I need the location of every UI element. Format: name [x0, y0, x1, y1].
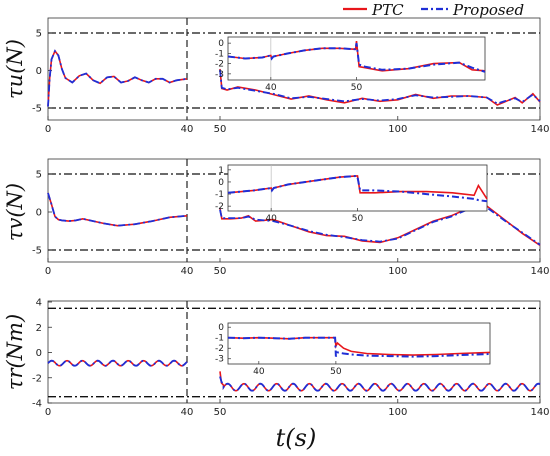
x-tick-label: 100: [388, 266, 407, 277]
inset-y-tick-label: -1: [215, 49, 224, 59]
inset-series-line-proposed: [227, 174, 488, 203]
inset-tau_v: 40 50 1 0 -1 -2: [215, 164, 488, 224]
plot-frame: [47, 17, 541, 121]
inset-x-tick-label: 40: [253, 367, 265, 377]
inset-x-tick-label: 40: [265, 83, 277, 93]
inset-series-line-proposed: [227, 336, 491, 358]
x-tick-label: 50: [214, 407, 227, 418]
x-axis-label: t(s): [276, 424, 317, 452]
y-tick-label: 0: [36, 66, 42, 77]
inset-y-tick-label: 0: [218, 323, 224, 333]
inset-x-tick-label: 50: [330, 367, 342, 377]
y-tick-label: -4: [32, 399, 42, 410]
x-tick-label: 0: [45, 407, 51, 418]
x-tick-label: 0: [45, 266, 51, 277]
inset-x-tick-label: 50: [351, 83, 363, 93]
series-line-proposed-seg0: [47, 192, 188, 227]
inset-tau_u: 40 50 0-1-2-3: [215, 36, 486, 93]
legend-label-proposed: Proposed: [452, 1, 524, 19]
y-axis-label-tau_r: τr(Nm): [3, 314, 27, 390]
inset-y-tick-label: 1: [218, 166, 224, 176]
x-tick-label: 40: [181, 407, 194, 418]
inset-y-tick-label: 0: [218, 39, 224, 49]
y-axis-label-tau_u: τu(N): [3, 39, 27, 99]
x-tick-label: 40: [181, 124, 194, 135]
y-tick-label: 0: [36, 348, 42, 359]
y-tick-label: 5: [36, 29, 42, 40]
inset-y-tick-label: -1: [215, 190, 224, 200]
x-tick-label: 0: [45, 124, 51, 135]
y-tick-label: -5: [32, 104, 42, 115]
series-line-proposed-seg1: [219, 206, 541, 246]
x-tick-label: 140: [530, 407, 549, 418]
plot-frame: [47, 300, 541, 404]
inset-tau_r: 40 50 0-1-2-3: [215, 322, 491, 377]
inset-x-tick-label: 50: [352, 214, 364, 224]
series-line-proposed-seg0: [47, 49, 188, 107]
y-tick-label: -5: [32, 246, 42, 257]
x-tick-label: 100: [388, 407, 407, 418]
y-axis-label-tau_v: τv(N): [3, 183, 27, 241]
inset-x-tick-label: 40: [265, 214, 277, 224]
x-tick-label: 100: [388, 124, 407, 135]
series-line-ptc-seg0: [47, 49, 188, 107]
y-tick-label: 0: [36, 208, 42, 219]
series-line-proposed-seg1: [219, 69, 541, 105]
y-tick-label: -2: [32, 373, 42, 384]
inset-y-tick-label: -2: [215, 202, 224, 212]
inset-y-tick-label: -3: [215, 70, 224, 80]
inset-frame: [227, 322, 491, 365]
inset-y-tick-label: -2: [215, 60, 224, 70]
y-tick-label: 5: [36, 170, 42, 181]
inset-series-line-proposed: [227, 42, 486, 73]
x-tick-label: 50: [214, 266, 227, 277]
series-line-proposed-seg1: [219, 376, 541, 392]
inset-y-tick-label: -3: [215, 355, 224, 365]
x-tick-label: 140: [530, 124, 549, 135]
y-tick-label: 2: [36, 323, 42, 334]
inset-series-line-ptc: [227, 336, 491, 356]
inset-y-tick-label: -1: [215, 334, 224, 344]
x-tick-label: 40: [181, 266, 194, 277]
x-tick-label: 140: [530, 266, 549, 277]
plot-frame: [47, 158, 541, 263]
legend-label-ptc: PTC: [371, 1, 404, 19]
x-tick-label: 50: [214, 124, 227, 135]
inset-y-tick-label: -2: [215, 344, 224, 354]
legend: PTC Proposed: [343, 1, 524, 19]
inset-y-tick-label: 0: [218, 178, 224, 188]
series-line-ptc-seg0: [47, 192, 188, 227]
series-line-ptc-seg1: [219, 371, 541, 392]
series-line-proposed-seg0: [47, 359, 188, 367]
y-tick-label: 4: [36, 298, 42, 309]
